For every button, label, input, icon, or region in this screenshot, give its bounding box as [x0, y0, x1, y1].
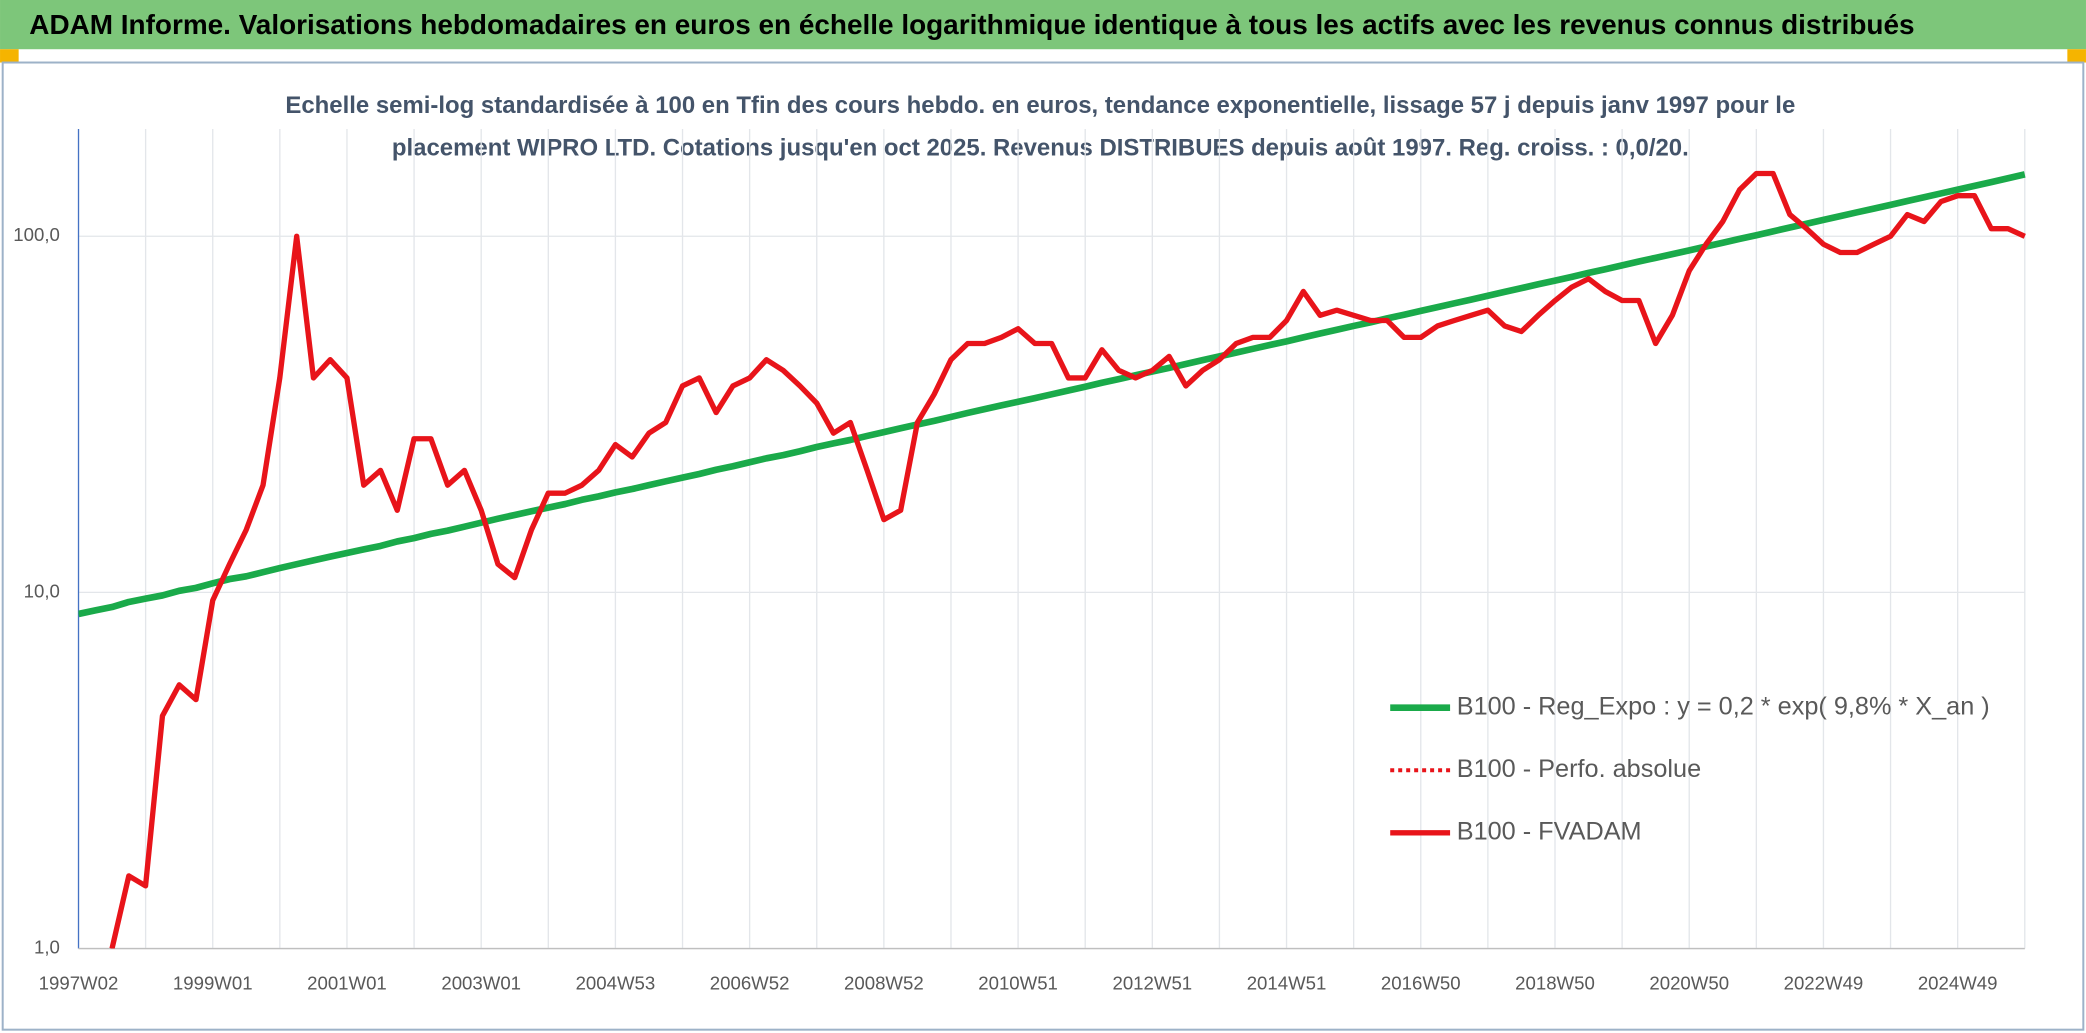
series-line — [109, 170, 2026, 949]
series-line — [78, 171, 2026, 618]
frame — [1, 61, 2085, 1031]
chart-title: Echelle semi-log standardisée à 100 en T… — [285, 92, 1795, 119]
x-tick-label: 2020W50 — [1649, 972, 1729, 993]
legend-label: B100 - Reg_Expo : y = 0,2 * exp( 9,8% * … — [1457, 692, 1990, 720]
x-tick-label: 2018W50 — [1515, 972, 1595, 993]
y-tick-label: 10,0 — [24, 580, 60, 601]
x-tick-label: 2024W49 — [1918, 972, 1998, 993]
x-tick-label: 2003W01 — [441, 972, 521, 993]
header: ADAM Informe. Valorisations hebdomadaire… — [29, 9, 1914, 40]
x-tick-label: 1997W02 — [39, 972, 119, 993]
header-bar — [0, 0, 2086, 50]
y-tick-label: 100,0 — [13, 224, 60, 245]
x-tick-label: 2008W52 — [844, 972, 924, 993]
x-tick-label: 2010W51 — [978, 972, 1058, 993]
chart-title: placement WIPRO LTD. Cotations jusqu'en … — [392, 134, 1689, 161]
corner — [0, 49, 19, 63]
x-tick-label: 2014W51 — [1247, 972, 1327, 993]
x-tick-label: 2016W50 — [1381, 972, 1461, 993]
x-tick-label: 2006W52 — [710, 972, 790, 993]
x-tick-label: 2012W51 — [1112, 972, 1192, 993]
y-tick-label: 1,0 — [34, 936, 60, 957]
x-tick-label: 2004W53 — [576, 972, 656, 993]
x-tick-label: 2022W49 — [1784, 972, 1864, 993]
legend-label: B100 - FVADAM — [1457, 817, 1642, 845]
x-tick-label: 2001W01 — [307, 972, 387, 993]
corner — [2067, 49, 2086, 63]
x-tick-label: 1999W01 — [173, 972, 253, 993]
legend-label: B100 - Perfo. absolue — [1457, 755, 1701, 783]
